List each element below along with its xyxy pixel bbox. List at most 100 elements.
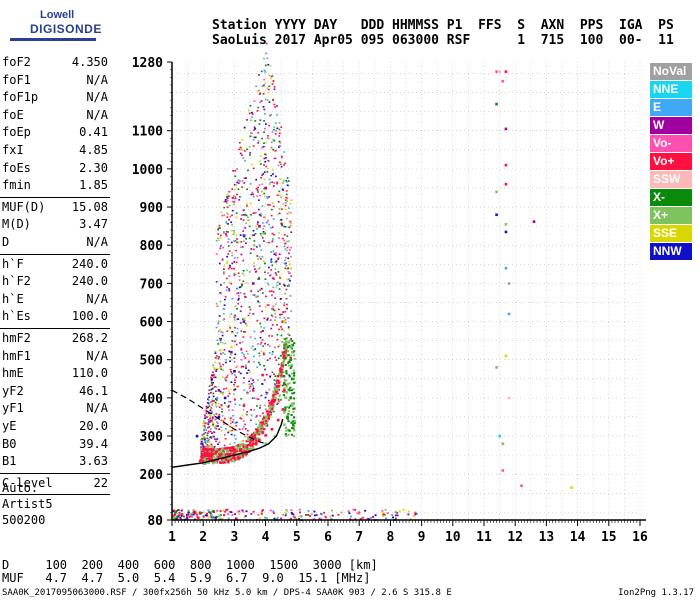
echo-dot — [254, 433, 258, 436]
echo-dot — [228, 400, 230, 403]
echo-dot — [234, 388, 237, 390]
echo-dot — [263, 78, 266, 81]
echo-dot — [283, 382, 286, 385]
y-tick-label: 300 — [140, 430, 164, 445]
echo-dot — [271, 315, 274, 318]
echo-dot — [214, 368, 217, 371]
echo-dot — [250, 289, 253, 292]
echo-dot — [273, 86, 276, 88]
echo-dot — [274, 356, 277, 359]
echo-dot — [278, 275, 281, 278]
echo-dot — [290, 363, 293, 366]
echo-dot — [285, 372, 288, 375]
param-name: foF1p — [2, 90, 39, 105]
param-row-foe: foE N/A — [0, 107, 112, 125]
sporadic-e-dot — [313, 514, 316, 517]
echo-dot — [272, 308, 275, 311]
echo-dot — [236, 307, 238, 310]
echo-dot — [268, 410, 271, 413]
echo-dot — [233, 240, 236, 242]
param-name: yE — [2, 419, 17, 433]
echo-dot — [206, 432, 209, 434]
sporadic-e-dot — [366, 517, 369, 520]
echo-dot — [240, 214, 243, 216]
echo-dot — [248, 237, 251, 240]
echo-dot — [261, 310, 264, 313]
param-name: MUF(D) — [2, 199, 46, 214]
echo-dot — [281, 188, 284, 190]
echo-dot — [285, 370, 288, 373]
echo-dot — [257, 300, 260, 303]
echo-dot — [284, 406, 287, 409]
echo-dot — [233, 459, 236, 463]
echo-dot — [258, 213, 261, 216]
echo-dot — [257, 433, 261, 436]
echo-dot — [209, 436, 212, 439]
data-point-xminus — [289, 396, 292, 400]
echo-dot — [282, 360, 285, 363]
sporadic-e-dot — [354, 508, 357, 511]
sporadic-e-dot — [190, 514, 193, 517]
echo-dot — [253, 129, 255, 131]
echo-dot — [263, 164, 265, 166]
echo-dot — [241, 283, 243, 286]
echo-dot — [223, 271, 226, 273]
echo-dot — [263, 404, 266, 407]
echo-dot — [234, 305, 237, 307]
echo-dot — [253, 244, 256, 246]
data-point-voplus — [504, 182, 508, 186]
echo-dot — [214, 401, 217, 404]
param-name: foF1 — [2, 72, 31, 87]
echo-dot — [221, 334, 224, 337]
echo-dot — [233, 267, 235, 270]
param-name: foEp — [2, 125, 31, 140]
echo-dot — [207, 461, 210, 464]
echo-dot — [206, 444, 209, 446]
echo-dot — [219, 300, 222, 303]
echo-dot — [226, 374, 229, 377]
echo-dot — [244, 213, 247, 216]
echo-dot — [284, 387, 287, 390]
param-name: foF2 — [2, 55, 31, 69]
echo-dot — [218, 315, 221, 317]
echo-dot — [241, 428, 244, 430]
echo-dot — [225, 202, 228, 204]
echo-dot — [233, 384, 235, 386]
echo-dot — [272, 305, 275, 307]
echo-dot — [259, 163, 262, 165]
echo-dot — [205, 457, 208, 460]
echo-dot — [274, 382, 277, 385]
sporadic-e-dot — [285, 509, 288, 511]
sporadic-e-dot — [197, 517, 200, 519]
echo-dot — [277, 357, 280, 360]
echo-dot — [274, 268, 277, 270]
echo-dot — [238, 404, 241, 406]
echo-dot — [277, 257, 280, 259]
sporadic-e-dot — [364, 509, 367, 512]
sporadic-e-dot — [285, 512, 288, 515]
echo-dot — [258, 352, 261, 355]
sporadic-e-dot — [179, 517, 182, 519]
echo-dot — [212, 386, 215, 389]
echo-dot — [283, 354, 286, 357]
echo-dot — [238, 286, 241, 289]
sporadic-e-dot — [258, 517, 261, 520]
sporadic-e-dot — [223, 514, 226, 516]
echo-dot — [235, 234, 238, 236]
echo-dot — [266, 392, 269, 394]
echo-dot — [281, 222, 284, 224]
echo-dot — [275, 390, 278, 394]
echo-dot — [214, 457, 217, 460]
echo-dot — [269, 65, 272, 67]
echo-dot — [237, 447, 240, 450]
legend-item-noval: NoVal — [650, 63, 692, 80]
echo-dot — [222, 420, 225, 422]
echo-dot — [222, 232, 225, 234]
echo-dot — [235, 447, 239, 451]
echo-dot — [220, 353, 222, 355]
echo-points — [195, 70, 573, 489]
echo-dot — [267, 88, 270, 91]
echo-dot — [273, 386, 277, 389]
data-point-voplus — [245, 445, 249, 449]
sporadic-e-dot — [216, 509, 219, 512]
